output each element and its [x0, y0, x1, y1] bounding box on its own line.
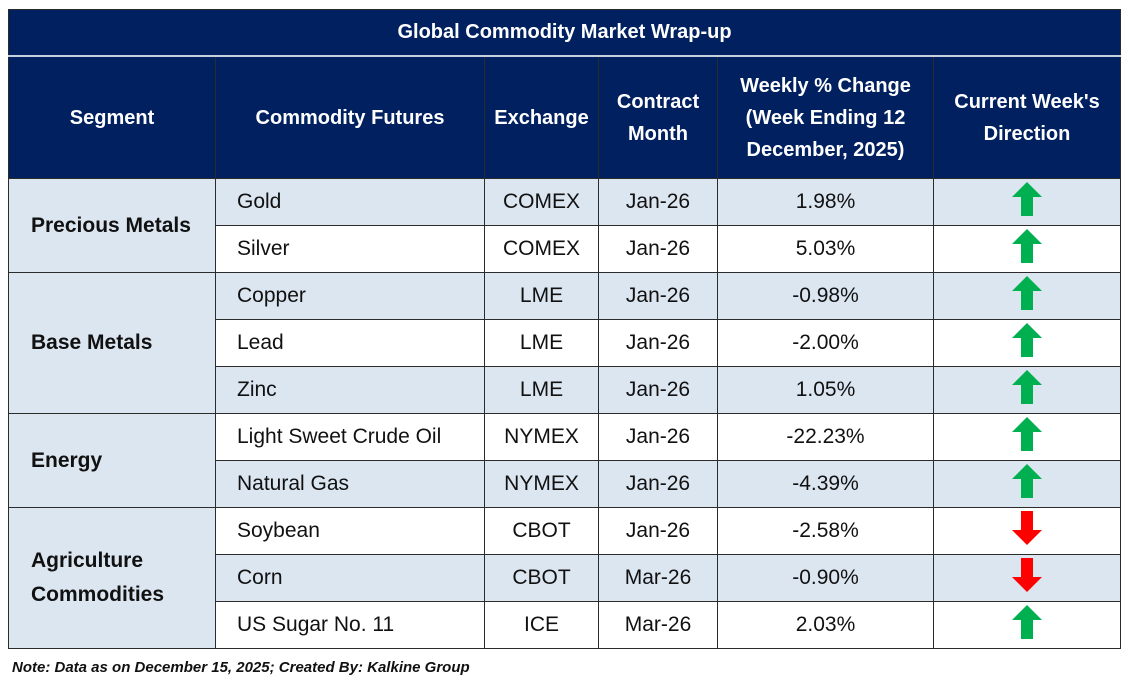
contract-month-cell: Mar-26	[598, 554, 718, 602]
weekly-change-cell: 2.03%	[717, 601, 934, 649]
contract-month-cell: Jan-26	[598, 272, 718, 320]
direction-cell	[932, 554, 1122, 602]
direction-cell	[932, 225, 1122, 273]
weekly-change-cell: -0.90%	[717, 554, 934, 602]
exchange-cell: NYMEX	[484, 413, 599, 461]
weekly-change-cell: 1.05%	[717, 366, 934, 414]
exchange-cell: NYMEX	[484, 460, 599, 508]
contract-month-cell: Jan-26	[598, 178, 718, 226]
segment-cell: Base Metals	[8, 272, 216, 414]
column-header: Exchange	[484, 55, 599, 179]
weekly-change-cell: 5.03%	[717, 225, 934, 273]
segment-cell: Agriculture Commodities	[8, 507, 216, 649]
arrow-up-icon	[1012, 323, 1043, 363]
direction-cell	[932, 178, 1122, 226]
contract-month-cell: Jan-26	[598, 319, 718, 367]
segment-cell: Energy	[8, 413, 216, 508]
commodity-cell: Soybean	[215, 507, 485, 555]
table-row: Corn CBOT Mar-26 -0.90%	[9, 554, 1122, 602]
arrow-up-icon	[1012, 605, 1043, 645]
direction-cell	[932, 601, 1122, 649]
commodity-cell: Natural Gas	[215, 460, 485, 508]
commodity-cell: Zinc	[215, 366, 485, 414]
table-row: Energy Light Sweet Crude Oil NYMEX Jan-26 -2…	[8, 413, 1122, 508]
contract-month-cell: Mar-26	[598, 601, 718, 649]
column-header: Current Week's Direction	[932, 55, 1122, 179]
table-row: Zinc LME Jan-26 1.05%	[9, 366, 1122, 414]
weekly-change-cell: -22.23%	[717, 413, 934, 461]
commodity-cell: Corn	[215, 554, 485, 602]
exchange-cell: LME	[484, 272, 599, 320]
commodity-cell: Lead	[215, 319, 485, 367]
exchange-cell: CBOT	[484, 554, 599, 602]
commodity-cell: Copper	[215, 272, 485, 320]
table-row: US Sugar No. 11 ICE Mar-26 2.03%	[9, 601, 1122, 649]
contract-month-cell: Jan-26	[598, 413, 718, 461]
arrow-up-icon	[1012, 229, 1043, 269]
arrow-up-icon	[1012, 276, 1043, 316]
exchange-cell: ICE	[484, 601, 599, 649]
table-row: Agriculture Commodities Soybean CBOT Jan-26…	[8, 507, 1122, 649]
exchange-cell: LME	[484, 319, 599, 367]
contract-month-cell: Jan-26	[598, 225, 718, 273]
direction-cell	[932, 413, 1122, 461]
commodity-table: Global Commodity Market Wrap-up Segment C…	[7, 9, 1122, 649]
arrow-up-icon	[1012, 417, 1043, 457]
commodity-cell: Light Sweet Crude Oil	[215, 413, 485, 461]
weekly-change-cell: -4.39%	[717, 460, 934, 508]
commodity-cell: US Sugar No. 11	[215, 601, 485, 649]
arrow-up-icon	[1012, 464, 1043, 504]
contract-month-cell: Jan-26	[598, 366, 718, 414]
contract-month-cell: Jan-26	[598, 507, 718, 555]
commodity-cell: Gold	[215, 178, 485, 226]
segment-cell: Precious Metals	[8, 178, 216, 273]
commodity-cell: Silver	[215, 225, 485, 273]
table-title: Global Commodity Market Wrap-up	[7, 9, 1122, 57]
table-row: Lead LME Jan-26 -2.00%	[9, 319, 1122, 367]
arrow-down-icon	[1012, 558, 1043, 598]
direction-cell	[932, 366, 1122, 414]
contract-month-cell: Jan-26	[598, 460, 718, 508]
direction-cell	[932, 460, 1122, 508]
weekly-change-cell: 1.98%	[717, 178, 934, 226]
exchange-cell: COMEX	[484, 225, 599, 273]
direction-cell	[932, 272, 1122, 320]
column-header: Contract Month	[598, 55, 718, 179]
exchange-cell: LME	[484, 366, 599, 414]
weekly-change-cell: -2.00%	[717, 319, 934, 367]
table-row: Silver COMEX Jan-26 5.03%	[9, 225, 1122, 273]
column-header: Segment	[8, 55, 216, 179]
arrow-up-icon	[1012, 182, 1043, 222]
exchange-cell: COMEX	[484, 178, 599, 226]
arrow-up-icon	[1012, 370, 1043, 410]
column-header: Weekly % Change (Week Ending 12 December…	[717, 55, 934, 179]
direction-cell	[932, 507, 1122, 555]
footnote: Note: Data as on December 15, 2025; Crea…	[12, 659, 470, 676]
table-row: Natural Gas NYMEX Jan-26 -4.39%	[9, 460, 1122, 508]
column-header: Commodity Futures	[215, 55, 485, 179]
arrow-down-icon	[1012, 511, 1043, 551]
weekly-change-cell: -2.58%	[717, 507, 934, 555]
exchange-cell: CBOT	[484, 507, 599, 555]
table-row: Base Metals Copper LME Jan-26 -0.98%	[8, 272, 1122, 414]
weekly-change-cell: -0.98%	[717, 272, 934, 320]
table-row: Precious Metals Gold COMEX Jan-26 1.98%	[8, 178, 1122, 273]
direction-cell	[932, 319, 1122, 367]
